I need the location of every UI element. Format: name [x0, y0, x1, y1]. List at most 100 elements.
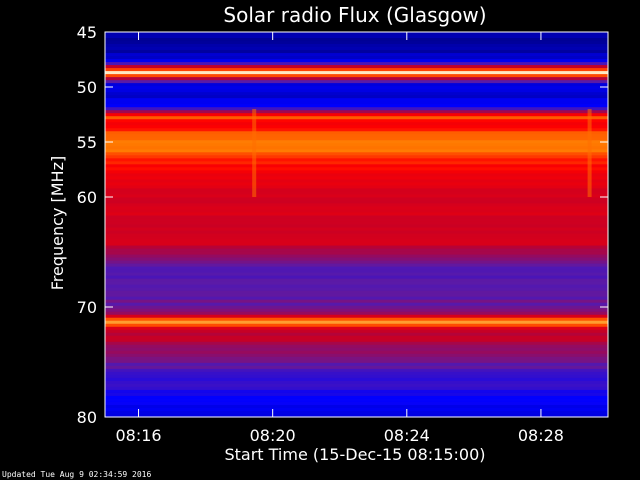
heatmap-row — [105, 104, 608, 108]
heatmap-row — [105, 41, 608, 45]
heatmap-row — [105, 275, 608, 280]
heatmap-row — [105, 395, 608, 400]
plot-area: 08:16 08:20 08:24 08:28 45 50 55 60 70 80 — [77, 23, 609, 445]
y-axis-label: Frequency [MHz] — [48, 156, 67, 290]
plot-frame — [104, 31, 609, 418]
heatmap-row — [105, 245, 608, 250]
heatmap-row — [105, 92, 608, 96]
heatmap — [105, 32, 608, 418]
heatmap-row — [105, 371, 608, 376]
heatmap-row — [105, 344, 608, 349]
heatmap-row — [105, 152, 608, 156]
burst-line — [587, 109, 592, 197]
heatmap-row — [105, 257, 608, 262]
heatmap-row — [105, 338, 608, 343]
heatmap-row — [105, 341, 608, 346]
heatmap-row — [105, 317, 608, 322]
heatmap-row — [105, 284, 608, 289]
heatmap-row — [105, 65, 608, 69]
heatmap-row — [105, 35, 608, 39]
heatmap-row — [105, 389, 608, 394]
heatmap-row — [105, 167, 608, 171]
heatmap-row — [105, 272, 608, 277]
heatmap-row — [105, 209, 608, 214]
heatmap-row — [105, 374, 608, 379]
heatmap-row — [105, 299, 608, 304]
heatmap-row — [105, 320, 608, 325]
heatmap-row — [105, 182, 608, 186]
chart-title: Solar radio Flux (Glasgow) — [223, 3, 486, 27]
heatmap-row — [105, 164, 608, 168]
heatmap-row — [105, 101, 608, 105]
heatmap-row — [105, 248, 608, 253]
heatmap-row — [105, 107, 608, 111]
heatmap-row — [105, 335, 608, 340]
heatmap-row — [105, 119, 608, 123]
heatmap-row — [105, 380, 608, 385]
heatmap-row — [105, 86, 608, 90]
heatmap-row — [105, 368, 608, 373]
heatmap-row — [105, 296, 608, 301]
heatmap-row — [105, 56, 608, 60]
heatmap-row — [105, 140, 608, 144]
y-tick-label: 70 — [77, 298, 97, 317]
heatmap-row — [105, 302, 608, 307]
heatmap-row — [105, 161, 608, 165]
heatmap-row — [105, 251, 608, 256]
heatmap-row — [105, 323, 608, 328]
heatmap-row — [105, 254, 608, 259]
heatmap-row — [105, 407, 608, 412]
heatmap-row — [105, 236, 608, 241]
updated-timestamp: Updated Tue Aug 9 02:34:59 2016 — [2, 470, 152, 479]
heatmap-row — [105, 230, 608, 235]
y-tick-label: 60 — [77, 188, 97, 207]
heatmap-row — [105, 401, 608, 406]
x-tick-label: 08:16 — [115, 426, 161, 445]
heatmap-row — [105, 356, 608, 361]
heatmap-row — [105, 362, 608, 367]
heatmap-row — [105, 74, 608, 78]
heatmap-row — [105, 131, 608, 135]
heatmap-row — [105, 173, 608, 177]
heatmap-row — [105, 137, 608, 141]
heatmap-row — [105, 38, 608, 42]
heatmap-row — [105, 203, 608, 208]
heatmap-row — [105, 392, 608, 397]
y-axis-ticks: 45 50 55 60 70 80 — [77, 23, 608, 427]
heatmap-row — [105, 314, 608, 319]
heatmap-row — [105, 239, 608, 244]
x-axis-label: Start Time (15-Dec-15 08:15:00) — [224, 445, 485, 464]
heatmap-row — [105, 68, 608, 72]
heatmap-row — [105, 122, 608, 126]
heatmap-row — [105, 218, 608, 223]
heatmap-row — [105, 32, 608, 36]
heatmap-row — [105, 149, 608, 153]
heatmap-row — [105, 179, 608, 183]
heatmap-row — [105, 155, 608, 159]
heatmap-row — [105, 224, 608, 229]
heatmap-row — [105, 80, 608, 84]
heatmap-row — [105, 83, 608, 87]
heatmap-row — [105, 311, 608, 316]
heatmap-row — [105, 287, 608, 292]
heatmap-row — [105, 47, 608, 51]
heatmap-row — [105, 404, 608, 409]
heatmap-row — [105, 278, 608, 283]
heatmap-row — [105, 200, 608, 205]
heatmap-row — [105, 71, 608, 75]
heatmap-row — [105, 134, 608, 138]
y-tick-label: 45 — [77, 23, 97, 42]
heatmap-row — [105, 116, 608, 120]
heatmap-row — [105, 113, 608, 117]
heatmap-row — [105, 266, 608, 271]
heatmap-row — [105, 383, 608, 388]
heatmap-row — [105, 305, 608, 310]
heatmap-row — [105, 227, 608, 232]
heatmap-row — [105, 332, 608, 337]
heatmap-row — [105, 158, 608, 162]
burst-line — [252, 109, 257, 197]
heatmap-row — [105, 95, 608, 99]
heatmap-row — [105, 281, 608, 286]
y-tick-label: 80 — [77, 408, 97, 427]
